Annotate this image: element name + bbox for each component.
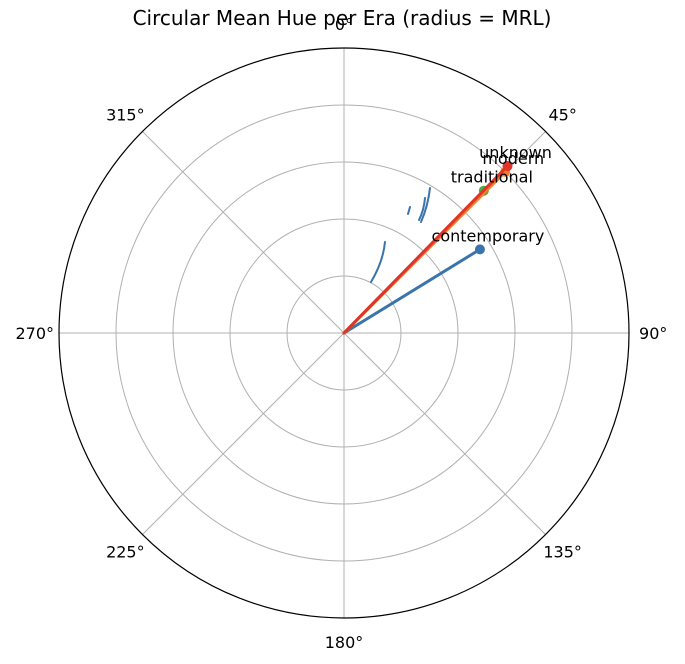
series-layer (342, 161, 513, 335)
angular-gridline-7 (142, 131, 345, 334)
series-label-traditional: traditional (451, 168, 533, 187)
arc-mark-0 (370, 241, 386, 283)
angle-tick-label: 135° (543, 543, 582, 562)
angle-tick-label: 225° (106, 543, 145, 562)
angular-gridline-5 (142, 332, 345, 535)
series-line-unknown (342, 164, 510, 335)
series-point-unknown (502, 161, 513, 172)
series-point-contemporary (474, 244, 485, 255)
angle-tick-label: 180° (325, 633, 364, 652)
angle-tick-label: 315° (106, 105, 145, 124)
series-label-unknown: unknown (479, 143, 552, 162)
angular-gridline-3 (343, 332, 546, 535)
angle-tick-label: 0° (335, 15, 353, 34)
arc-mark-1 (420, 187, 431, 223)
arc-mark-3 (407, 206, 411, 215)
polar-frame (58, 47, 630, 619)
chart-title: Circular Mean Hue per Era (radius = MRL) (133, 6, 552, 30)
series-label-contemporary: contemporary (432, 226, 545, 245)
decorative-marks (370, 187, 431, 283)
series-line-contemporary (342, 247, 482, 335)
angle-tick-labels: 0° 45° 90° 135° 180° 225° 270° 315° (16, 15, 668, 652)
angle-tick-label: 90° (639, 324, 667, 343)
angle-tick-label: 45° (548, 105, 576, 124)
angle-tick-label: 270° (16, 324, 55, 343)
arc-mark-2 (418, 197, 426, 221)
series-label-modern: modern (482, 149, 544, 168)
